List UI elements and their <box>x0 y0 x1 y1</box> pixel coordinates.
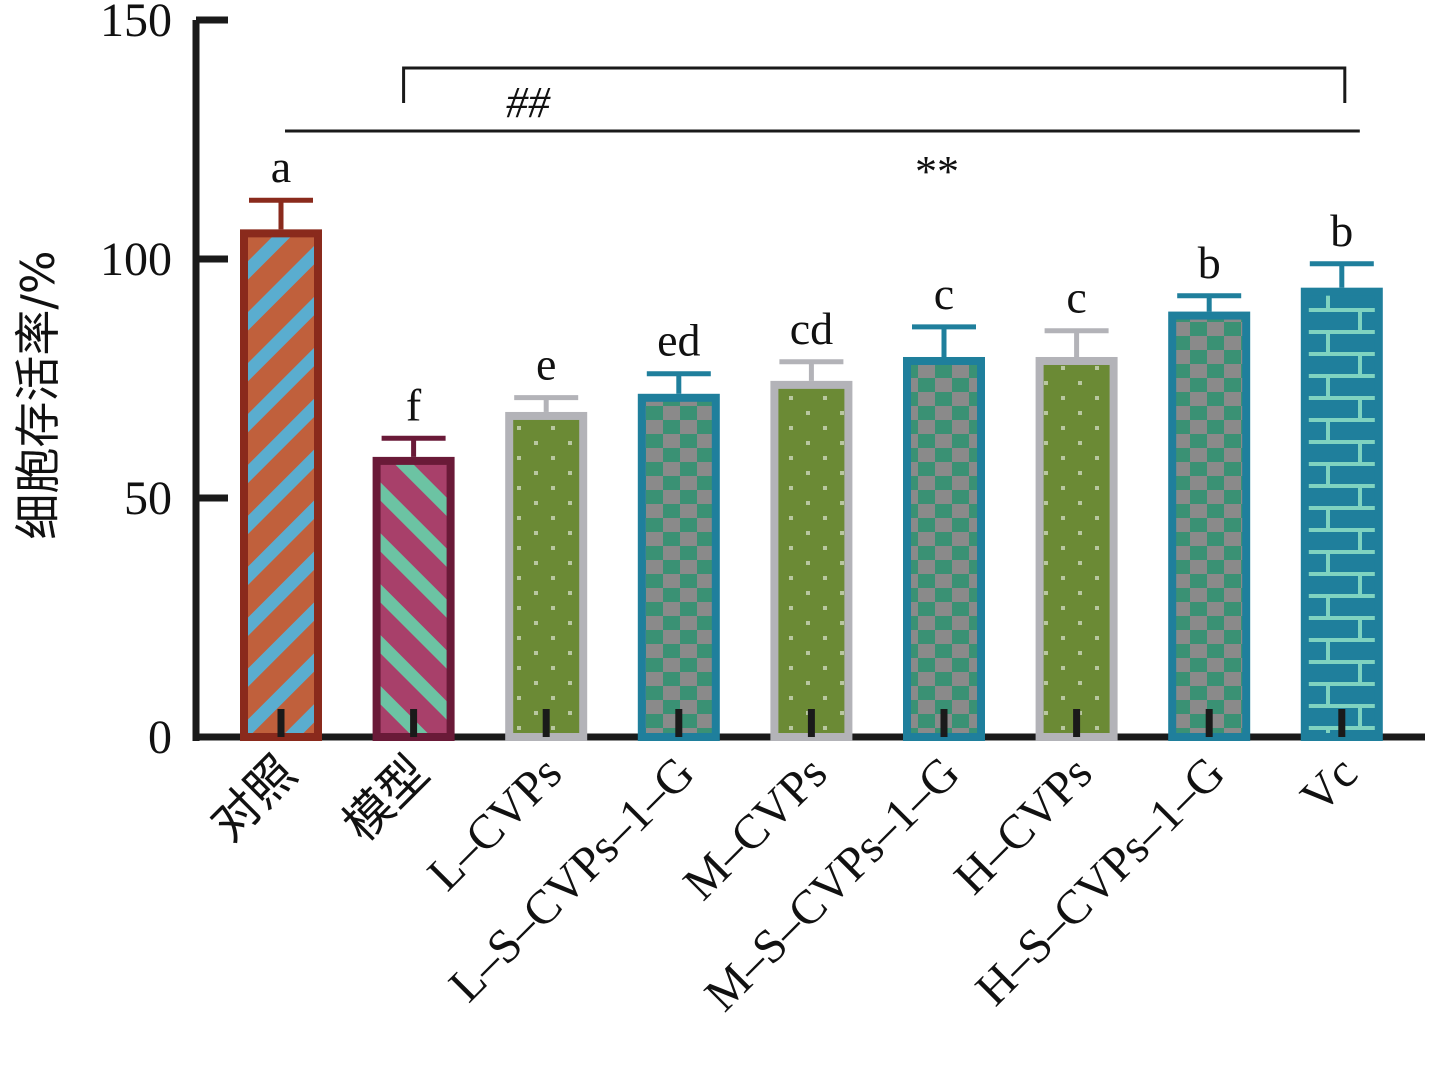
annotations <box>285 66 1360 133</box>
bars <box>240 197 1383 741</box>
bar-group <box>903 324 985 741</box>
bar <box>1035 356 1118 741</box>
bar-group <box>240 197 322 741</box>
bar <box>505 411 588 741</box>
significance-stars: ** <box>915 147 959 196</box>
significance-hash: ## <box>506 78 551 127</box>
x-tick-label: 模型 <box>334 746 439 851</box>
bar-group <box>505 395 588 741</box>
significance-letter: cd <box>790 303 833 354</box>
bar <box>770 380 853 741</box>
bar-group <box>770 359 853 741</box>
bar <box>1300 287 1383 741</box>
bar-group <box>1035 328 1118 741</box>
bar-group <box>1300 261 1383 741</box>
significance-letter: c <box>1066 272 1086 323</box>
bar <box>903 356 985 741</box>
y-tick-label: 150 <box>100 0 172 47</box>
x-tick-label: H–S–CVPs–1–G <box>966 746 1235 1015</box>
significance-letter: b <box>1330 205 1353 256</box>
bar <box>637 393 720 741</box>
bar-group <box>637 371 720 741</box>
bar-group <box>1168 293 1251 741</box>
x-tick-label: L–S–CVPs–1–G <box>439 746 705 1012</box>
significance-letter: b <box>1198 237 1221 288</box>
x-tick-label: Vc <box>1291 746 1368 823</box>
bar <box>240 229 322 741</box>
significance-letter: e <box>536 339 556 390</box>
bar-group <box>372 435 455 741</box>
bar <box>1168 311 1251 741</box>
x-tick-label: 对照 <box>201 746 306 851</box>
significance-letter: ed <box>657 315 700 366</box>
significance-letter: a <box>271 141 291 192</box>
y-tick-label: 100 <box>100 233 172 286</box>
y-tick-label: 0 <box>148 711 172 764</box>
y-axis-title: 细胞存活率/% <box>11 250 65 539</box>
y-tick-label: 50 <box>124 472 172 525</box>
significance-letter: c <box>934 268 954 319</box>
significance-bracket <box>402 66 1347 103</box>
bar <box>372 456 455 741</box>
significance-letter: f <box>406 379 422 430</box>
